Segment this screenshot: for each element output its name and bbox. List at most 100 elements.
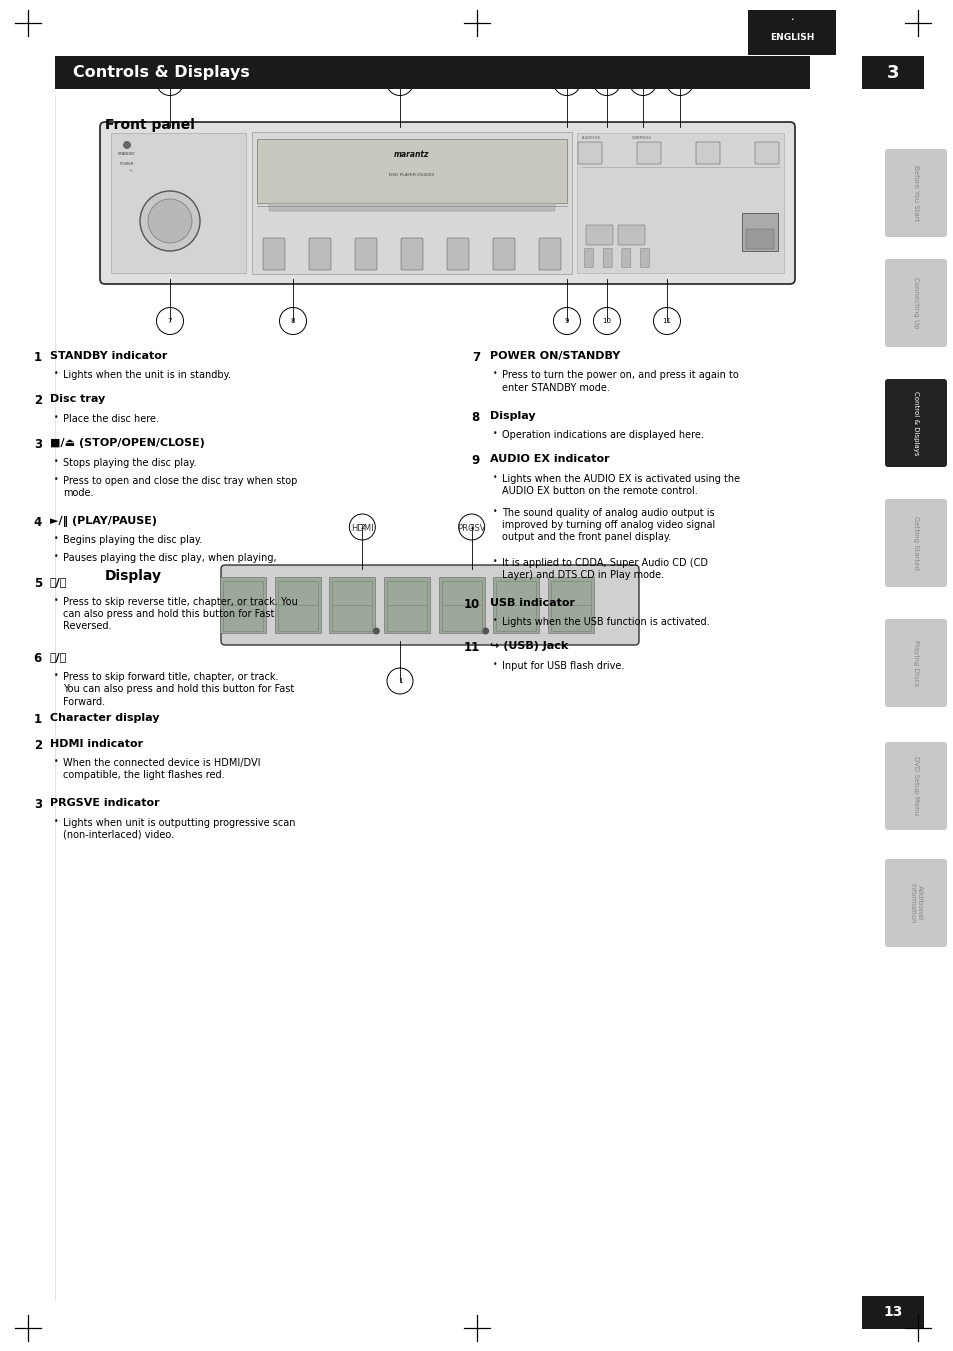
Text: HDMI indicator: HDMI indicator [50,739,143,748]
Text: 2: 2 [360,524,364,530]
FancyBboxPatch shape [55,55,809,89]
Bar [547,577,594,634]
Text: •: • [493,473,497,481]
FancyBboxPatch shape [447,238,469,270]
Text: STANDBY indicator: STANDBY indicator [50,351,167,361]
Bar [493,577,538,634]
Text: ⏮/⏪: ⏮/⏪ [50,577,68,586]
Text: •: • [493,370,497,378]
Text: •: • [54,534,58,543]
Circle shape [593,69,619,96]
FancyBboxPatch shape [884,619,946,707]
Text: 5: 5 [640,78,644,85]
Text: 4: 4 [604,78,609,85]
Text: Operation indications are displayed here.: Operation indications are displayed here… [501,430,703,440]
Text: 4: 4 [33,516,42,528]
Text: AUDIO EX: AUDIO EX [581,136,599,141]
Text: Control & Displays: Control & Displays [912,390,918,455]
Text: •: • [789,18,793,23]
FancyBboxPatch shape [696,142,720,163]
Text: Display: Display [105,569,162,584]
FancyBboxPatch shape [884,380,946,467]
Text: When the connected device is HDMI/DVI
compatible, the light flashes red.: When the connected device is HDMI/DVI co… [63,758,260,781]
FancyBboxPatch shape [745,230,773,249]
Text: •: • [493,430,497,438]
Text: Front panel: Front panel [105,118,194,132]
Text: •: • [54,413,58,422]
Text: •: • [54,474,58,484]
Text: marantz: marantz [394,150,429,159]
Text: 7: 7 [168,317,172,324]
Circle shape [553,308,579,335]
Text: 8: 8 [291,317,294,324]
FancyBboxPatch shape [578,142,601,163]
Circle shape [387,667,413,694]
Text: CONTROLS: CONTROLS [631,136,651,141]
Text: Input for USB flash drive.: Input for USB flash drive. [501,661,623,670]
Text: 6: 6 [33,653,42,666]
Text: Getting Started: Getting Started [912,516,918,570]
Bar [256,139,566,203]
Text: USB indicator: USB indicator [490,597,575,608]
Text: ►/‖ (PLAY/PAUSE): ►/‖ (PLAY/PAUSE) [50,516,157,527]
FancyBboxPatch shape [884,859,946,947]
Text: Lights when the USB function is activated.: Lights when the USB function is activate… [501,617,709,627]
Text: 2: 2 [34,394,42,408]
Text: Press to skip reverse title, chapter, or track. You
can also press and hold this: Press to skip reverse title, chapter, or… [63,597,297,631]
FancyBboxPatch shape [584,249,593,267]
FancyBboxPatch shape [221,565,639,644]
Circle shape [553,69,579,96]
FancyBboxPatch shape [754,142,779,163]
Text: Before You Start: Before You Start [912,165,918,222]
FancyBboxPatch shape [263,238,285,270]
Circle shape [481,627,489,635]
Bar [384,577,430,634]
Text: Display: Display [490,411,535,420]
Text: 9: 9 [471,454,479,467]
Text: Controls & Displays: Controls & Displays [73,65,250,80]
Text: 3: 3 [886,63,899,81]
Text: Press to skip forward title, chapter, or track.
You can also press and hold this: Press to skip forward title, chapter, or… [63,671,294,707]
Text: •: • [493,507,497,516]
Text: ENGLISH: ENGLISH [769,34,813,42]
Text: 3: 3 [34,438,42,451]
Text: Lights when the unit is in standby.: Lights when the unit is in standby. [63,370,231,381]
FancyBboxPatch shape [637,142,660,163]
Text: 13: 13 [882,1305,902,1320]
Text: PRGSVE indicator: PRGSVE indicator [50,798,159,808]
Text: Lights when unit is outputting progressive scan
(non-interlaced) video.: Lights when unit is outputting progressi… [63,817,295,840]
Text: 3: 3 [469,524,474,530]
Text: Disc tray: Disc tray [50,394,105,404]
Circle shape [629,69,656,96]
Circle shape [279,308,306,335]
Circle shape [373,627,379,635]
Text: Character display: Character display [50,713,159,723]
Text: 1: 1 [34,713,42,725]
Text: It is applied to CDDA, Super Audio CD (CD
Layer) and DTS CD in Play mode.: It is applied to CDDA, Super Audio CD (C… [501,558,707,580]
Text: The sound quality of analog audio output is
improved by turning off analog video: The sound quality of analog audio output… [501,508,715,542]
FancyBboxPatch shape [862,55,923,89]
Bar [111,132,246,273]
Text: •: • [54,816,58,825]
Text: 2: 2 [34,739,42,751]
FancyBboxPatch shape [100,122,794,284]
FancyBboxPatch shape [538,238,560,270]
Text: •: • [54,671,58,680]
FancyBboxPatch shape [884,149,946,236]
Circle shape [593,308,619,335]
Circle shape [458,513,484,540]
FancyBboxPatch shape [747,9,835,55]
Text: 1: 1 [34,351,42,363]
Circle shape [140,190,200,251]
Circle shape [666,69,693,96]
Text: PRGSV: PRGSV [456,524,485,534]
Text: DVD PLAYER DV4003: DVD PLAYER DV4003 [389,173,435,177]
Text: •: • [54,370,58,378]
FancyBboxPatch shape [309,238,331,270]
Text: 2: 2 [397,78,402,85]
FancyBboxPatch shape [884,259,946,347]
Text: ↪ (USB) Jack: ↪ (USB) Jack [490,640,568,651]
FancyBboxPatch shape [585,226,613,245]
Text: 6: 6 [677,78,681,85]
Text: Connecting Up: Connecting Up [912,277,918,328]
